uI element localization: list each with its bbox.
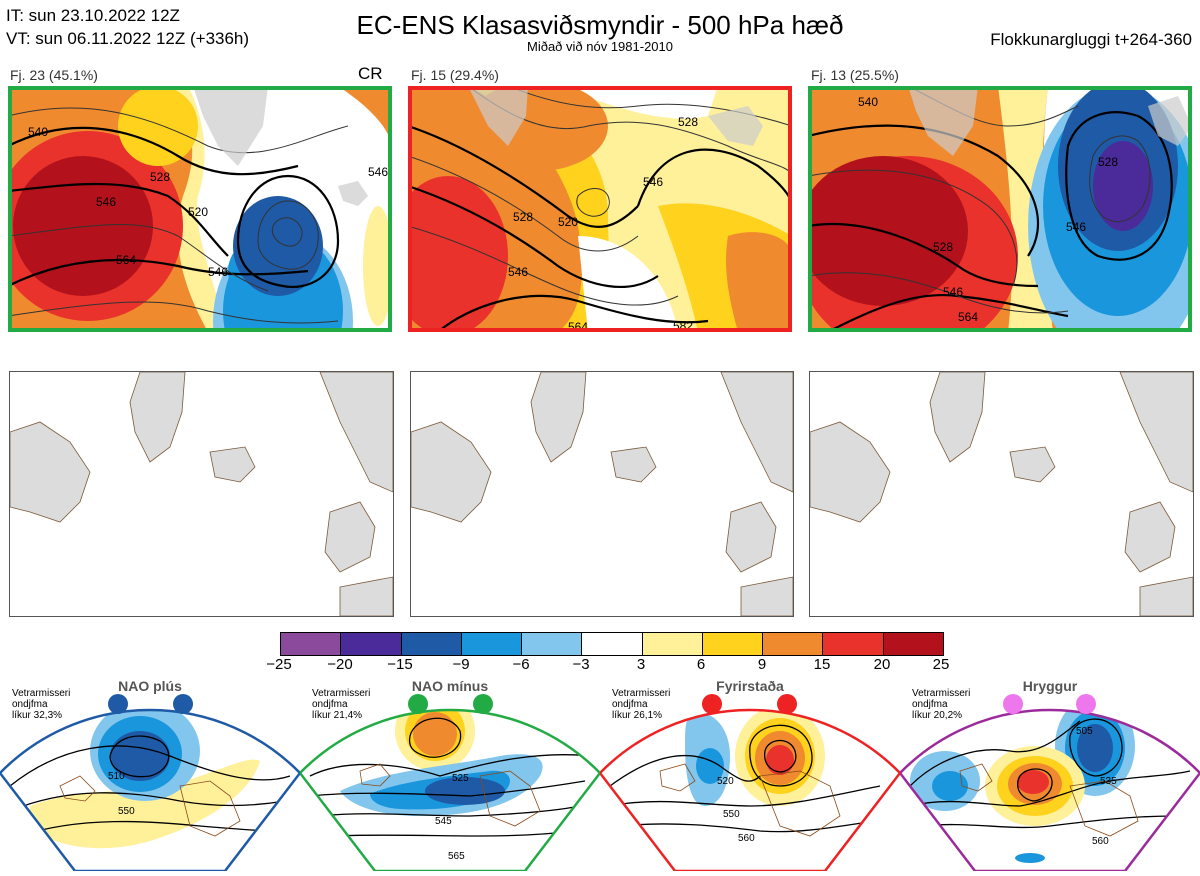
cluster-3-map: 528 546 564 546 528 540 bbox=[808, 86, 1192, 332]
coastline-map-1 bbox=[9, 371, 394, 617]
contour-label: 560 bbox=[1092, 836, 1109, 847]
colorbar-tick: 20 bbox=[873, 656, 891, 673]
colorbar-tick: 9 bbox=[757, 656, 767, 673]
clustering-window: Flokkunargluggi t+264-360 bbox=[990, 30, 1192, 49]
colorbar-swatch bbox=[763, 633, 824, 655]
regime-marker bbox=[173, 694, 193, 714]
regime-marker bbox=[702, 694, 722, 714]
contour-label: 510 bbox=[108, 771, 125, 782]
contour-label: 565 bbox=[448, 851, 465, 862]
page-subtitle: Miðað við nóv 1981-2010 bbox=[527, 39, 673, 54]
cr-label: CR bbox=[358, 64, 383, 83]
colorbar-tick: −20 bbox=[327, 656, 353, 673]
regime-probability: Vetrarmisseri ondjfma líkur 20,2% bbox=[912, 688, 971, 721]
contour-label: 525 bbox=[452, 773, 469, 784]
contour-label: 505 bbox=[1076, 726, 1093, 737]
cluster-2-border bbox=[408, 86, 792, 332]
regime-title: Fyrirstaða bbox=[716, 678, 784, 694]
regime-marker bbox=[777, 694, 797, 714]
regime-title: NAO plús bbox=[118, 678, 182, 694]
contour-label: 550 bbox=[118, 806, 135, 817]
contour-label: 546 bbox=[368, 165, 388, 179]
contour-label: 545 bbox=[435, 816, 452, 827]
contour-label: 564 bbox=[116, 253, 136, 267]
contour-label: 520 bbox=[558, 215, 578, 229]
cluster-3-label: Fj. 13 (25.5%) bbox=[811, 67, 899, 83]
initial-time: IT: sun 23.10.2022 12Z bbox=[6, 6, 180, 25]
regime-marker bbox=[1003, 694, 1023, 714]
colorbar-tick: −25 bbox=[266, 656, 292, 673]
contour-label: 546 bbox=[508, 265, 528, 279]
regime-marker bbox=[473, 694, 493, 714]
page-title: EC-ENS Klasasviðsmyndir - 500 hPa hæð bbox=[356, 10, 844, 40]
title-block: EC-ENS Klasasviðsmyndir - 500 hPa hæð Mi… bbox=[0, 10, 1200, 53]
regime-probability: Vetrarmisseri ondjfma líkur 21,4% bbox=[312, 688, 371, 721]
contour-label: 528 bbox=[933, 240, 953, 254]
regime-probability: Vetrarmisseri ondjfma líkur 26,1% bbox=[612, 688, 671, 721]
coastline-map-2 bbox=[410, 371, 794, 617]
colorbar-tick: −15 bbox=[387, 656, 413, 673]
valid-time: VT: sun 06.11.2022 12Z (+336h) bbox=[6, 29, 250, 48]
contour-label: 528 bbox=[150, 170, 170, 184]
colorbar-swatch bbox=[281, 633, 342, 655]
run-info: IT: sun 23.10.2022 12Z VT: sun 06.11.202… bbox=[6, 4, 249, 50]
contour-label: 560 bbox=[738, 833, 755, 844]
regime-probability: Vetrarmisseri ondjfma líkur 32,3% bbox=[12, 688, 71, 721]
colorbar-swatch bbox=[702, 633, 764, 655]
regime-nao-plus: 510 550 NAO plús Vetrarmisseri ondjfma l… bbox=[0, 676, 302, 873]
contour-label: 546 bbox=[643, 175, 663, 189]
contour-label: 546 bbox=[1066, 220, 1086, 234]
colorbar-swatch bbox=[582, 633, 643, 655]
contour-label: 528 bbox=[1098, 155, 1118, 169]
regime-nao-minus-outline bbox=[298, 708, 602, 873]
colorbar-swatch bbox=[461, 633, 523, 655]
regime-blocking-outline bbox=[598, 708, 902, 873]
cluster-1-label: Fj. 23 (45.1%) bbox=[10, 67, 98, 83]
regime-ridge-outline bbox=[898, 708, 1200, 873]
contour-label: 546 bbox=[96, 195, 116, 209]
coastline-map-3 bbox=[809, 371, 1194, 617]
cluster-2-label: Fj. 15 (29.4%) bbox=[411, 67, 499, 83]
contour-label: 564 bbox=[958, 310, 978, 324]
cluster-2-map: 520 528 546 564 582 546 528 bbox=[408, 86, 792, 332]
colorbar-tick: −6 bbox=[512, 656, 530, 673]
contour-label: 540 bbox=[28, 125, 48, 139]
colorbar-swatch bbox=[401, 633, 462, 655]
cluster-1-border bbox=[8, 86, 392, 332]
regime-marker bbox=[408, 694, 428, 714]
colorbar-tick: 25 bbox=[932, 656, 950, 673]
regime-title: NAO mínus bbox=[411, 678, 489, 694]
regime-marker bbox=[1076, 694, 1096, 714]
cluster-3-border bbox=[808, 86, 1192, 332]
contour-label: 528 bbox=[513, 210, 533, 224]
contour-label: 535 bbox=[1100, 776, 1117, 787]
contour-label: 520 bbox=[188, 205, 208, 219]
colorbar-swatch bbox=[642, 633, 703, 655]
cluster-1-map: 546 528 520 546 564 546 540 bbox=[8, 86, 392, 332]
contour-label: 520 bbox=[717, 776, 734, 787]
regime-blocking: 520 550 560 Fyrirstaða Vetrarmisseri ond… bbox=[598, 676, 902, 873]
contour-label: 540 bbox=[858, 95, 878, 109]
regime-nao-plus-outline bbox=[0, 708, 302, 873]
contour-label: 528 bbox=[678, 115, 698, 129]
colorbar-swatch bbox=[522, 633, 583, 655]
colorbar-tick: −9 bbox=[452, 656, 470, 673]
colorbar-swatch bbox=[883, 633, 943, 655]
contour-label: 546 bbox=[943, 285, 963, 299]
colorbar-tick: 6 bbox=[696, 656, 706, 673]
colorbar-tick: 15 bbox=[813, 656, 831, 673]
regime-title: Hryggur bbox=[1022, 678, 1078, 694]
regime-ridge: 505 535 560 Hryggur Vetrarmisseri ondjfm… bbox=[898, 676, 1200, 873]
colorbar-swatch bbox=[823, 633, 884, 655]
anomaly-colorbar bbox=[280, 632, 944, 656]
colorbar-ticks: −25 −20 −15 −9 −6 −3 3 6 9 15 20 25 bbox=[0, 656, 1200, 676]
regime-marker bbox=[108, 694, 128, 714]
contour-label: 546 bbox=[208, 265, 228, 279]
contour-label: 550 bbox=[723, 809, 740, 820]
regime-nao-minus: 525 545 565 NAO mínus Vetrarmisseri ondj… bbox=[298, 676, 602, 873]
colorbar-tick: 3 bbox=[636, 656, 646, 673]
colorbar-tick: −3 bbox=[572, 656, 590, 673]
colorbar-swatch bbox=[341, 633, 402, 655]
